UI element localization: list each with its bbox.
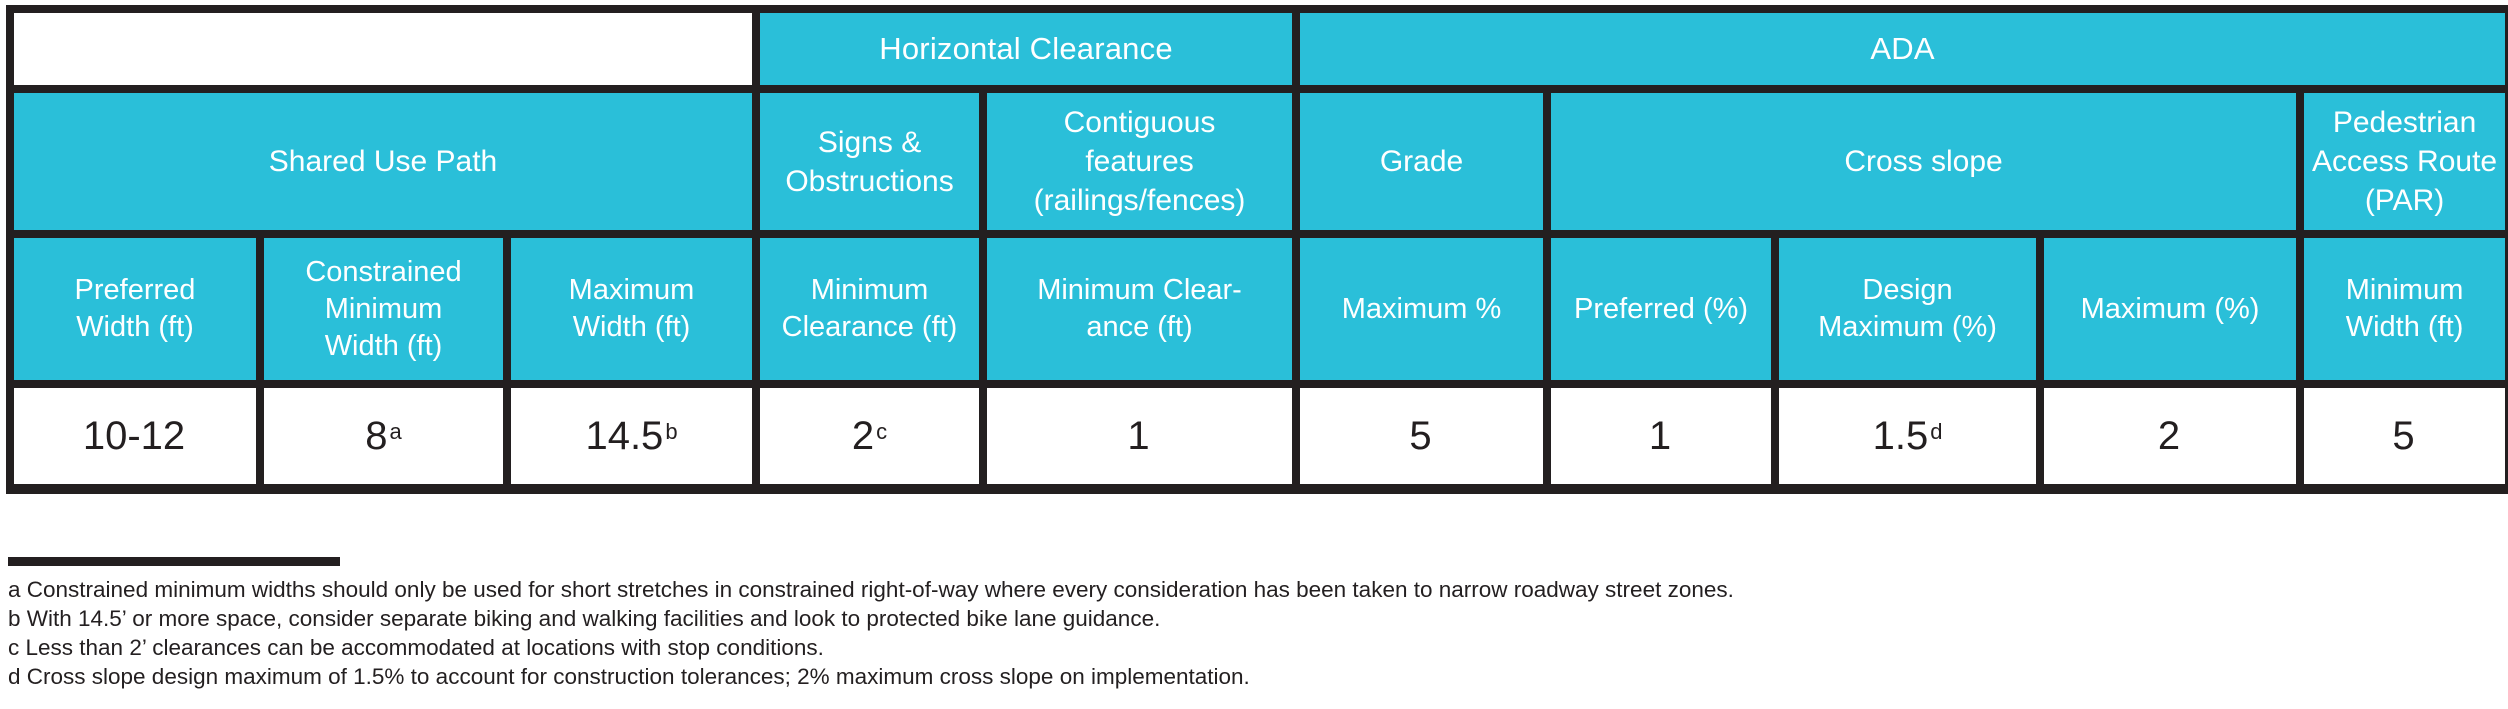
col-header-line: Minimum Clear- <box>1037 274 1242 306</box>
col-header-constrained-minimum-width: Constrained Minimum Width (ft) <box>256 230 511 388</box>
col-header-line: Minimum <box>324 292 443 325</box>
cell-value: 10-12 <box>82 413 186 458</box>
footnote-d: d Cross slope design maximum of 1.5% to … <box>8 664 1250 689</box>
col-header-maximum-width: Maximum Width (ft) <box>502 230 761 388</box>
cell-value: 1 <box>1127 413 1150 458</box>
category-label-line: (railings/fences) <box>1033 184 1246 217</box>
col-header-line: Preferred (%) <box>1574 292 1749 325</box>
group-header-horizontal-clearance: Horizontal Clearance <box>752 5 1301 93</box>
category-label-line: Pedestrian <box>2332 106 2477 139</box>
cell-value: 5 <box>1409 413 1432 458</box>
col-header-preferred-width: Preferred Width (ft) <box>6 230 264 388</box>
cell-value: 5 <box>2392 413 2415 458</box>
category-label-line: Cross slope <box>1844 145 2003 178</box>
col-header-line: Width (ft) <box>2345 311 2464 343</box>
col-header-line: Width (ft) <box>572 311 691 343</box>
data-row: 10-12 8a 14.5b 2c 1 5 1 1.5d 2 5 <box>6 380 2508 494</box>
col-header-line: Clearance (ft) <box>781 311 958 343</box>
footnote-rule <box>8 557 340 566</box>
col-header-line: Constrained <box>305 255 462 288</box>
specs-table: Horizontal Clearance ADA Shared Use Path… <box>5 5 2508 494</box>
data-cell-minimum-clearance-contiguous: 1 <box>979 380 1301 494</box>
cell-value: 1.5 <box>1872 413 1929 458</box>
col-header-design-maximum: Design Maximum (%) <box>1771 230 2045 388</box>
col-header-cross-slope-preferred: Preferred (%) <box>1543 230 1780 388</box>
col-header-minimum-clearance-contiguous: Minimum Clear- ance (ft) <box>979 230 1301 388</box>
group-header-ada: ADA <box>1292 5 2508 93</box>
category-label-line: Access Route <box>2312 145 2498 178</box>
category-label-line: Signs & <box>817 125 922 159</box>
cell-superscript: d <box>1930 418 1943 444</box>
category-pedestrian-access-route: Pedestrian Access Route (PAR) <box>2296 85 2508 238</box>
data-cell-cross-slope-preferred: 1 <box>1543 380 1780 494</box>
cell-value: 2 <box>2157 413 2181 458</box>
cell-superscript: b <box>665 418 678 444</box>
cell-value: 8 <box>365 413 388 458</box>
col-header-grade-maximum: Maximum % <box>1292 230 1552 388</box>
footnote-a: a Constrained minimum widths should only… <box>8 577 1734 602</box>
col-header-line: Maximum <box>568 274 695 306</box>
col-header-line: Width (ft) <box>76 311 194 343</box>
data-cell-par-minimum-width: 5 <box>2296 380 2508 494</box>
cell-superscript: c <box>876 418 888 444</box>
col-header-line: Maximum (%) <box>1818 311 1997 343</box>
cell-value: 2 <box>851 413 875 458</box>
data-cell-cross-slope-maximum: 2 <box>2036 380 2305 494</box>
category-label-line: (PAR) <box>2364 184 2445 217</box>
data-cell-preferred-width: 10-12 <box>6 380 264 494</box>
category-label-line: Contiguous <box>1063 106 1216 139</box>
category-signs-obstructions: Signs & Obstructions <box>752 85 988 238</box>
column-header-row: Preferred Width (ft) Constrained Minimum… <box>6 230 2508 388</box>
col-header-minimum-clearance-signs: Minimum Clearance (ft) <box>752 230 988 388</box>
footnote-b: b With 14.5’ or more space, consider sep… <box>8 606 1161 631</box>
data-cell-maximum-width: 14.5b <box>502 380 761 494</box>
cell-value: 14.5 <box>585 413 664 458</box>
blank-corner-cell <box>5 5 761 93</box>
col-header-line: Maximum (%) <box>2080 292 2260 325</box>
footnote-c: c Less than 2’ clearances can be accommo… <box>8 635 824 660</box>
category-cross-slope: Cross slope <box>1543 85 2305 238</box>
cell-value: 1 <box>1648 413 1672 458</box>
data-cell-design-maximum: 1.5d <box>1771 380 2045 494</box>
category-grade: Grade <box>1292 85 1552 238</box>
col-header-line: Minimum <box>810 274 929 306</box>
category-shared-use-path: Shared Use Path <box>5 85 761 238</box>
data-cell-minimum-clearance-signs: 2c <box>752 380 988 494</box>
footnotes: a Constrained minimum widths should only… <box>8 557 2502 691</box>
category-label-line: features <box>1085 145 1194 178</box>
category-label-line: Obstructions <box>785 164 954 198</box>
col-header-line: Maximum % <box>1341 292 1502 325</box>
col-header-line: Width (ft) <box>324 329 443 362</box>
col-header-line: Minimum <box>2345 274 2464 306</box>
col-header-line: Design <box>1862 274 1953 306</box>
col-header-par-minimum-width: Minimum Width (ft) <box>2296 230 2508 388</box>
category-label-line: Shared Use Path <box>268 145 498 178</box>
cell-superscript: a <box>389 418 402 444</box>
data-cell-constrained-minimum-width: 8a <box>256 380 511 494</box>
group-header-row: Horizontal Clearance ADA <box>5 5 2508 93</box>
category-label-line: Grade <box>1379 145 1464 178</box>
col-header-line: Preferred <box>74 274 196 306</box>
data-cell-grade-maximum: 5 <box>1292 380 1552 494</box>
category-header-row: Shared Use Path Signs & Obstructions Con… <box>5 85 2508 238</box>
col-header-line: ance (ft) <box>1086 311 1193 343</box>
col-header-cross-slope-maximum: Maximum (%) <box>2036 230 2305 388</box>
category-contiguous-features: Contiguous features (railings/fences) <box>979 85 1301 238</box>
